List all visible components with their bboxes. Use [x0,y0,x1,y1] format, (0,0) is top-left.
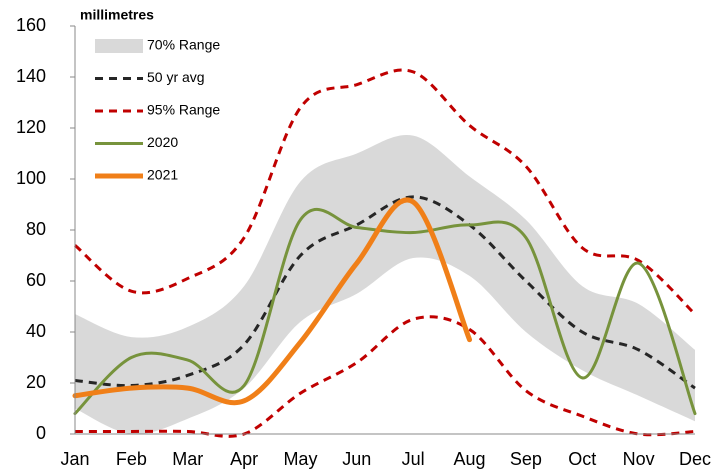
x-tick-label: Nov [623,449,655,469]
y-tick-label: 80 [26,219,46,239]
y-tick-label: 160 [16,15,46,35]
series-line [73,207,697,416]
x-tick-label: Jul [402,449,425,469]
legend-label: 70% Range [147,37,220,53]
y-tick-label: 40 [26,321,46,341]
series-line [74,195,696,390]
x-tick-label: Oct [568,449,596,469]
series-line [72,197,473,406]
x-tick-label: Jan [60,449,89,469]
legend-label: 50 yr avg [147,69,205,85]
legend-swatch [95,39,143,53]
legend-label: 95% Range [147,102,220,118]
legend-label: 2021 [147,167,178,183]
series-line [74,68,697,316]
x-tick-label: Dec [679,449,711,469]
y-tick-label: 60 [26,270,46,290]
y-tick-label: 120 [16,117,46,137]
x-tick-label: Apr [230,449,258,469]
y-tick-label: 100 [16,168,46,188]
series-line [74,315,696,438]
range-band [75,135,695,435]
y-tick-label: 0 [36,423,46,443]
x-tick-label: Jun [342,449,371,469]
legend-label: 2020 [147,134,178,150]
x-tick-label: Feb [116,449,147,469]
x-tick-label: May [283,449,317,469]
x-tick-label: Aug [454,449,486,469]
x-tick-label: Sep [510,449,542,469]
y-axis-label: millimetres [80,7,154,23]
y-tick-label: 20 [26,372,46,392]
x-tick-label: Mar [172,449,203,469]
y-tick-label: 140 [16,66,46,86]
